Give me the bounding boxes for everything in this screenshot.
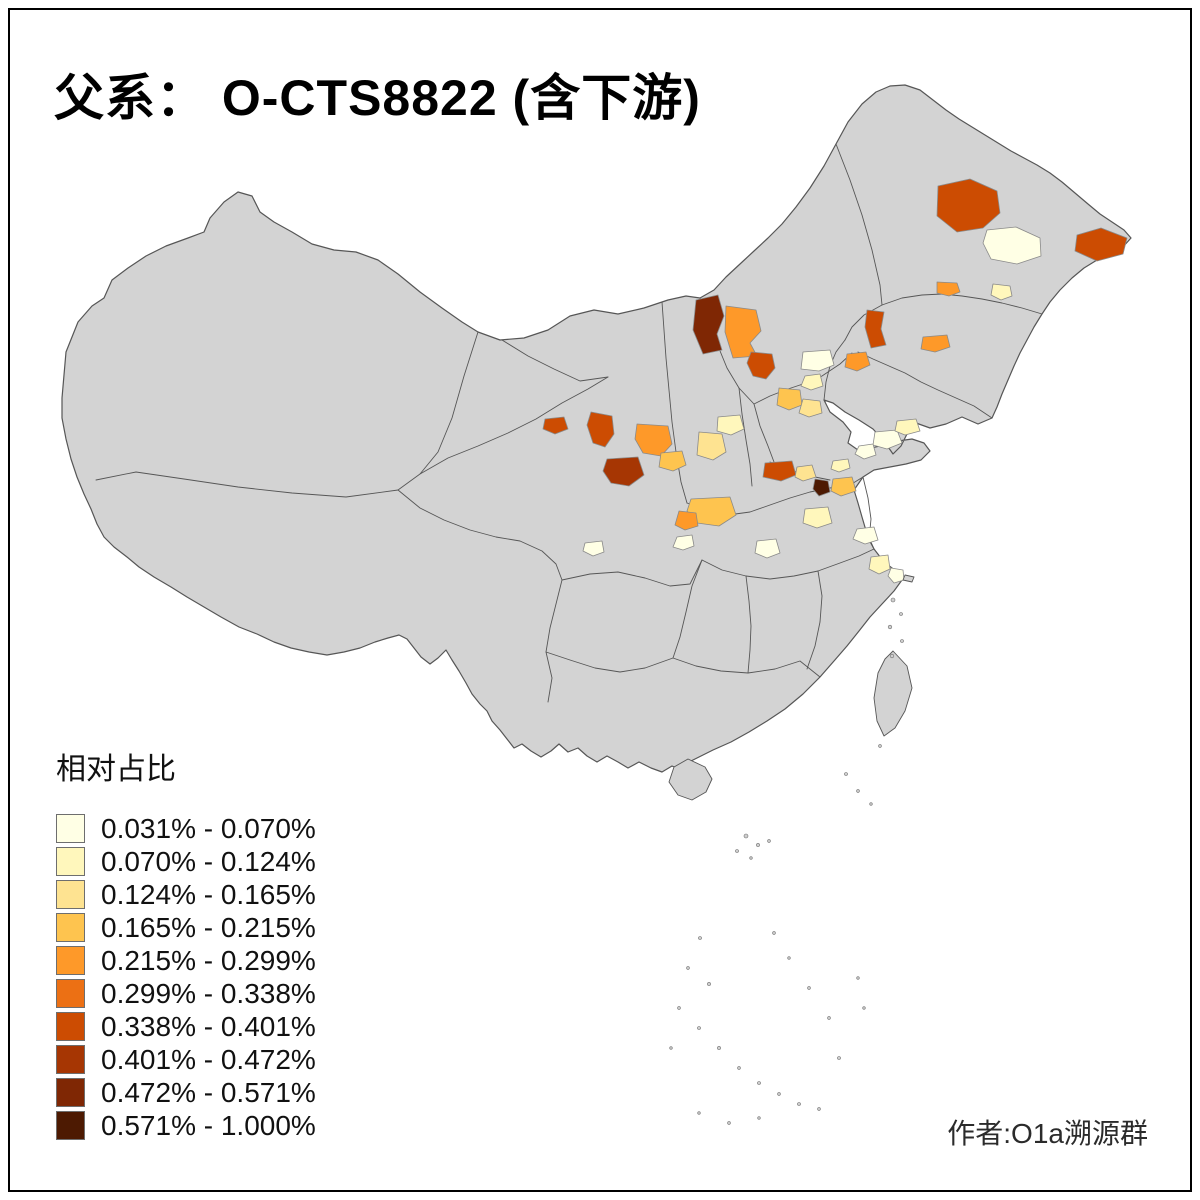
chongming-island	[902, 574, 915, 583]
legend-swatch	[56, 1111, 85, 1140]
prefecture-regions	[542, 178, 1128, 584]
legend-item: 0.571% - 1.000%	[56, 1109, 316, 1142]
province-borders	[95, 143, 1043, 703]
legend-item: 0.165% - 0.215%	[56, 911, 316, 944]
legend-title: 相对占比	[56, 753, 176, 786]
map-region	[724, 305, 762, 359]
map-region	[894, 418, 921, 436]
legend-swatch	[56, 946, 85, 975]
map-region	[746, 351, 776, 380]
map-region	[776, 387, 803, 411]
legend-swatch	[56, 1012, 85, 1041]
map-region	[794, 464, 817, 482]
map-region	[920, 334, 951, 353]
map-region	[852, 526, 879, 545]
attribution-text: 作者:O1a溯源群	[947, 1118, 1148, 1149]
legend-swatch	[56, 979, 85, 1008]
islands	[668, 574, 915, 801]
map-region	[658, 450, 687, 472]
map-region	[982, 226, 1042, 265]
map-region	[854, 443, 877, 460]
hainan-island	[668, 758, 713, 801]
map-region	[692, 294, 725, 355]
legend-label: 0.571% - 1.000%	[101, 1109, 316, 1141]
map-region	[864, 309, 887, 349]
legend-swatch	[56, 880, 85, 909]
legend-item: 0.299% - 0.338%	[56, 977, 316, 1010]
map-region	[762, 460, 797, 482]
legend-item: 0.338% - 0.401%	[56, 1010, 316, 1043]
map-region	[830, 476, 857, 497]
map-region	[800, 373, 824, 391]
legend-item: 0.401% - 0.472%	[56, 1043, 316, 1076]
map-region	[868, 554, 891, 575]
map-region	[586, 411, 615, 448]
map-region	[936, 281, 961, 297]
map-region	[674, 510, 699, 531]
legend-label: 0.299% - 0.338%	[101, 977, 316, 1009]
legend-swatch	[56, 913, 85, 942]
legend-label: 0.165% - 0.215%	[101, 911, 316, 943]
map-region	[872, 429, 903, 450]
map-region	[1074, 227, 1128, 262]
map-region	[716, 414, 745, 436]
legend-label: 0.472% - 0.571%	[101, 1076, 316, 1108]
legend-rows: 0.031% - 0.070% 0.070% - 0.124% 0.124% -…	[56, 812, 316, 1142]
map-region	[802, 506, 833, 529]
figure-title: 父系： O-CTS8822 (含下游)	[54, 70, 701, 126]
legend-swatch	[56, 847, 85, 876]
legend-item: 0.070% - 0.124%	[56, 845, 316, 878]
legend-label: 0.031% - 0.070%	[101, 812, 316, 844]
legend-item: 0.215% - 0.299%	[56, 944, 316, 977]
map-region	[830, 458, 851, 473]
legend-swatch	[56, 1045, 85, 1074]
map-region	[582, 540, 605, 557]
legend-label: 0.215% - 0.299%	[101, 944, 316, 976]
legend-item: 0.124% - 0.165%	[56, 878, 316, 911]
legend-label: 0.401% - 0.472%	[101, 1043, 316, 1075]
legend-swatch	[56, 814, 85, 843]
map-region	[542, 416, 569, 435]
map-region	[844, 351, 871, 372]
legend: 相对占比 0.031% - 0.070% 0.070% - 0.124% 0.1…	[56, 744, 316, 1142]
map-region	[800, 349, 835, 372]
taiwan-island	[873, 650, 913, 737]
map-region	[798, 398, 823, 418]
legend-label: 0.070% - 0.124%	[101, 845, 316, 877]
map-region	[686, 496, 737, 527]
map-region	[602, 456, 645, 487]
legend-label: 0.124% - 0.165%	[101, 878, 316, 910]
map-region	[672, 534, 695, 551]
map-region	[812, 478, 831, 497]
map-region	[887, 567, 905, 584]
map-region	[696, 431, 727, 461]
legend-item: 0.472% - 0.571%	[56, 1076, 316, 1109]
map-region	[936, 178, 1001, 233]
map-region	[754, 538, 781, 559]
map-region	[990, 283, 1013, 301]
legend-item: 0.031% - 0.070%	[56, 812, 316, 845]
legend-label: 0.338% - 0.401%	[101, 1010, 316, 1042]
sea-islets	[669, 597, 904, 1125]
legend-swatch	[56, 1078, 85, 1107]
